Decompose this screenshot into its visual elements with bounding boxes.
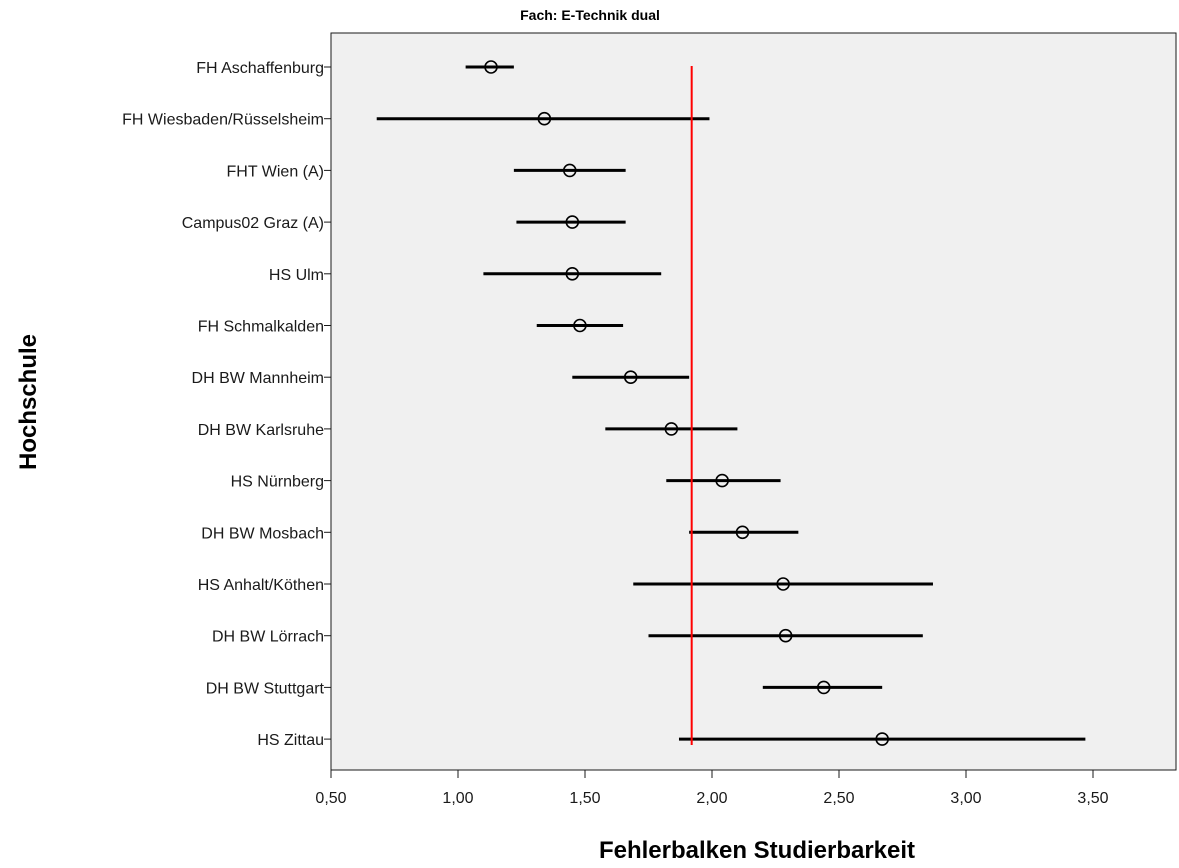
y-axis-title: Hochschule	[15, 334, 42, 470]
y-tick-label: HS Ulm	[269, 267, 324, 284]
y-tick-label: FHT Wien (A)	[227, 163, 324, 180]
mean-marker	[484, 60, 498, 74]
mean-marker	[776, 577, 790, 591]
x-tick-label: 1,00	[442, 790, 473, 807]
mean-marker	[565, 215, 580, 229]
error-bars	[376, 60, 1086, 746]
x-axis-ticks: 0,50 1,00 1,50 2,00 2,50 3,00 3,50	[315, 770, 1109, 807]
mean-marker	[537, 111, 552, 126]
mean-marker	[565, 266, 580, 281]
y-tick-label: FH Aschaffenburg	[196, 60, 324, 77]
y-tick-label: DH BW Mannheim	[192, 370, 324, 387]
y-tick-label: FH Schmalkalden	[198, 319, 324, 336]
mean-marker	[778, 628, 793, 643]
x-axis-title: Fehlerbalken Studierbarkeit	[599, 837, 915, 864]
y-tick-label: DH BW Karlsruhe	[198, 422, 324, 439]
mean-marker	[875, 732, 889, 746]
mean-marker	[735, 525, 750, 540]
y-tick-label: Campus02 Graz (A)	[182, 215, 324, 232]
y-tick-label: FH Wiesbaden/Rüsselsheim	[122, 112, 324, 129]
mean-marker	[562, 163, 577, 178]
y-tick-label: HS Zittau	[257, 732, 324, 749]
y-axis-labels: FH Aschaffenburg FH Wiesbaden/Rüsselsheim…	[122, 60, 331, 749]
y-tick-label: HS Anhalt/Köthen	[198, 577, 324, 594]
x-tick-label: 0,50	[315, 790, 346, 807]
x-tick-label: 3,50	[1077, 790, 1108, 807]
y-tick-label: DH BW Lörrach	[212, 629, 324, 646]
mean-marker	[623, 370, 638, 385]
x-tick-label: 1,50	[569, 790, 600, 807]
y-tick-label: DH BW Mosbach	[201, 525, 324, 542]
chart-title: Fach: E-Technik dual	[520, 7, 660, 23]
plot-area	[330, 32, 1177, 771]
mean-marker	[573, 318, 587, 333]
mean-marker	[664, 422, 679, 436]
x-tick-label: 2,50	[823, 790, 854, 807]
y-tick-label: DH BW Stuttgart	[206, 680, 325, 697]
y-tick-label: HS Nürnberg	[231, 474, 324, 491]
x-tick-label: 3,00	[950, 790, 981, 807]
x-tick-label: 2,00	[696, 790, 727, 807]
mean-marker	[715, 473, 729, 488]
mean-marker	[816, 680, 831, 695]
